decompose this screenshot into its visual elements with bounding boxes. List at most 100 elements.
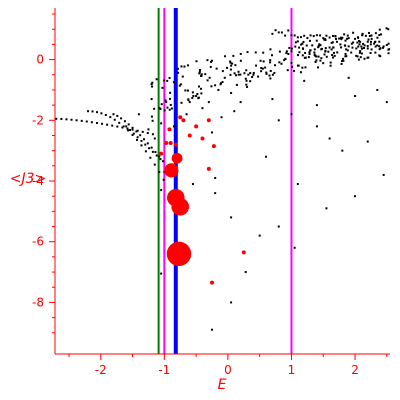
- data-point: [356, 36, 359, 39]
- data-point: [200, 73, 203, 76]
- data-point: [136, 129, 139, 132]
- data-point: [311, 44, 314, 47]
- data-point: [373, 42, 376, 45]
- data-point: [75, 119, 78, 122]
- data-point: [378, 33, 381, 36]
- data-point: [65, 118, 68, 121]
- data-point: [246, 51, 249, 54]
- data-point: [344, 55, 347, 58]
- data-point: [116, 114, 119, 117]
- data-point: [297, 64, 300, 67]
- data-point: [293, 69, 296, 72]
- data-point: [351, 46, 354, 49]
- data-point: [180, 65, 183, 68]
- data-point: [209, 65, 212, 68]
- data-point: [328, 36, 331, 39]
- data-point: [259, 59, 262, 62]
- data-point: [214, 84, 217, 87]
- data-point: [247, 73, 250, 76]
- data-point: [356, 41, 359, 44]
- data-point: [302, 40, 305, 43]
- data-point: [136, 138, 139, 141]
- y-tick-label: 0: [36, 53, 44, 67]
- data-point: [192, 95, 195, 98]
- data-point: [346, 37, 349, 40]
- data-point: [319, 59, 322, 62]
- data-point: [343, 44, 346, 47]
- y-axis-title: <J3>: [10, 171, 47, 187]
- data-point: [214, 176, 217, 179]
- data-point: [357, 45, 360, 48]
- data-point: [172, 81, 175, 84]
- data-point: [378, 28, 381, 31]
- data-point: [332, 56, 335, 59]
- data-point: [285, 51, 288, 54]
- data-point: [235, 83, 238, 86]
- data-point: [200, 75, 203, 78]
- highlight-point: [206, 166, 211, 171]
- data-point: [329, 64, 332, 67]
- data-point: [249, 72, 252, 75]
- data-point: [318, 43, 321, 46]
- data-point: [355, 54, 358, 57]
- data-point: [360, 52, 363, 55]
- data-point: [352, 41, 355, 44]
- y-tick-label: -2: [32, 113, 44, 127]
- x-tick-label: -1: [158, 363, 170, 377]
- data-point: [280, 62, 283, 65]
- data-point: [379, 47, 382, 50]
- data-point: [125, 125, 128, 128]
- y-tick-label: -8: [32, 295, 44, 309]
- data-point: [127, 123, 130, 126]
- data-point: [204, 73, 207, 76]
- data-point: [346, 34, 349, 37]
- highlight-point: [200, 136, 205, 141]
- data-point: [376, 44, 379, 47]
- data-point: [374, 32, 377, 35]
- data-point: [363, 57, 366, 60]
- data-point: [354, 95, 357, 98]
- data-point: [100, 112, 103, 115]
- data-point: [127, 129, 130, 132]
- x-tick-label: 2: [351, 363, 359, 377]
- data-point: [335, 40, 338, 43]
- data-point: [260, 67, 263, 70]
- data-point: [195, 60, 198, 63]
- data-point: [374, 40, 377, 43]
- data-point: [293, 34, 296, 37]
- data-point: [160, 189, 163, 192]
- data-point: [144, 150, 147, 153]
- data-point: [315, 55, 318, 58]
- data-point: [374, 51, 377, 54]
- data-point: [315, 104, 318, 107]
- data-point: [226, 66, 229, 69]
- data-point: [387, 52, 390, 55]
- data-point: [378, 45, 381, 48]
- data-point: [168, 76, 171, 79]
- data-point: [265, 72, 268, 75]
- data-point: [341, 57, 344, 60]
- data-point: [357, 58, 360, 61]
- tick-labels: -2 -1 0 1 2 0 -2 -4 -6 -8: [32, 53, 359, 377]
- data-point: [366, 47, 369, 50]
- data-point: [116, 125, 119, 128]
- data-point: [300, 43, 303, 46]
- data-point: [169, 103, 172, 106]
- data-point: [180, 101, 183, 104]
- data-point: [172, 125, 175, 128]
- data-point: [343, 33, 346, 36]
- data-point: [387, 42, 390, 45]
- data-point: [151, 119, 154, 122]
- data-point: [319, 44, 322, 47]
- data-point: [287, 29, 290, 32]
- data-point: [315, 59, 318, 62]
- data-point: [313, 51, 316, 54]
- highlight-point: [187, 133, 192, 138]
- data-point: [239, 73, 242, 76]
- data-point: [199, 87, 202, 90]
- data-point: [274, 29, 277, 32]
- data-point: [322, 62, 325, 65]
- data-point: [245, 69, 248, 72]
- data-point: [229, 73, 232, 76]
- data-point: [210, 59, 213, 62]
